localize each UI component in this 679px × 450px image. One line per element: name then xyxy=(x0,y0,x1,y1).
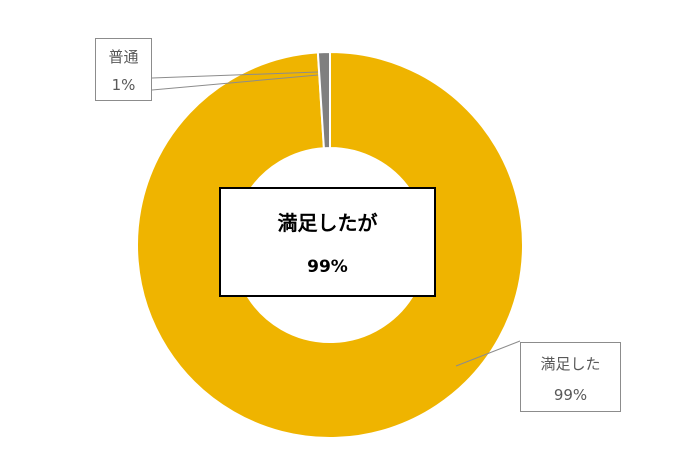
data-label-satisfied-name: 満足した xyxy=(540,355,601,373)
center-label-box: 満足したが 99% xyxy=(219,187,436,297)
data-label-neutral: 普通 1% xyxy=(95,38,152,101)
leader-line-satisfied xyxy=(455,340,521,367)
data-label-satisfied-value: 99% xyxy=(553,386,588,404)
data-label-satisfied: 満足した 99% xyxy=(520,342,621,412)
center-label-value: 99% xyxy=(307,257,348,277)
leader-line-neutral xyxy=(151,71,319,79)
leader-line-neutral-lower xyxy=(151,74,319,91)
slice-satisfied xyxy=(136,50,524,439)
data-label-neutral-value: 1% xyxy=(111,76,136,94)
data-label-neutral-name: 普通 xyxy=(108,48,139,66)
center-label-title: 満足したが xyxy=(277,211,378,235)
slice-neutral xyxy=(316,50,331,150)
